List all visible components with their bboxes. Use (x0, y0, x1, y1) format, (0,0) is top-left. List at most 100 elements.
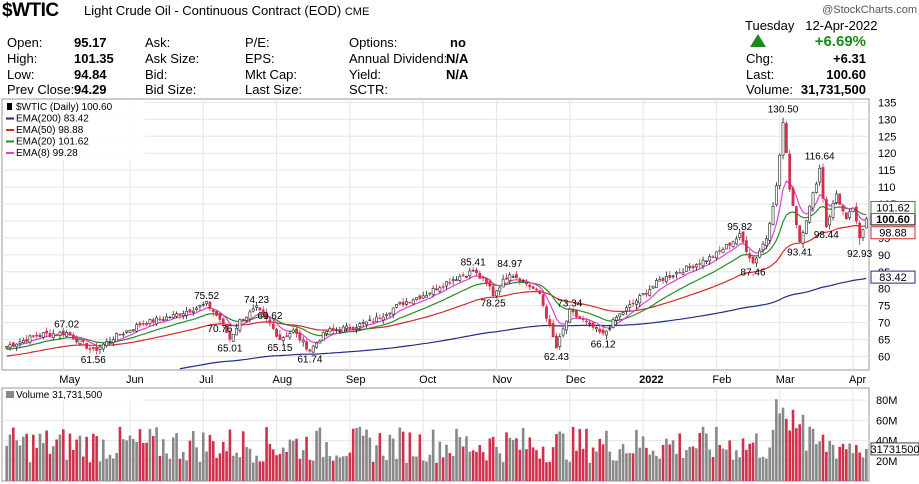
price-candle (655, 280, 658, 288)
volume-bar (145, 442, 148, 481)
price-candle (661, 277, 665, 281)
price-candle (814, 183, 818, 193)
volume-bar (8, 434, 12, 481)
volume-bar (5, 445, 8, 481)
volume-bar (198, 461, 202, 481)
volume-bar (838, 446, 841, 481)
price-candle (388, 312, 392, 315)
volume-bar (551, 447, 555, 481)
volume-bar (32, 434, 35, 481)
price-annotation: 61.56 (81, 355, 106, 366)
volume-bar (505, 432, 508, 481)
price-candle (411, 299, 415, 305)
price-candle (465, 276, 468, 278)
price-candle (441, 286, 445, 288)
price-candle (198, 305, 202, 308)
volume-bar (385, 460, 388, 481)
price-candle (181, 313, 185, 316)
price-candle (668, 275, 672, 278)
volume-bar (591, 447, 595, 481)
price-candle (824, 199, 828, 228)
price-badge-label: 98.88 (879, 228, 907, 240)
volume-bar (768, 447, 772, 481)
volume-bar (461, 446, 465, 481)
price-candle (225, 325, 228, 333)
volume-bar (858, 452, 861, 481)
volume-bar (15, 440, 18, 481)
price-candle (841, 205, 845, 212)
volume-bar (271, 449, 275, 481)
price-candle (208, 301, 212, 310)
volume-bar (78, 435, 82, 481)
volume-bar (558, 431, 562, 481)
price-tick-label: 65 (878, 335, 890, 347)
price-candle (215, 311, 218, 316)
volume-bar (225, 451, 228, 481)
price-candle (744, 240, 748, 252)
price-candle (831, 203, 835, 218)
volume-bar (521, 427, 525, 481)
eps-label: EPS: (245, 51, 275, 66)
volume-bar (751, 442, 755, 481)
price-candle (771, 206, 775, 225)
price-candle (618, 313, 622, 318)
volume-bar (48, 453, 52, 481)
volume-bar (195, 447, 198, 481)
price-candle (95, 346, 99, 351)
price-candle (398, 301, 402, 305)
price-candle (251, 308, 255, 312)
volume-bar (585, 428, 588, 481)
volume-bar (841, 443, 845, 481)
price-candle (91, 347, 95, 349)
volume-bar (35, 447, 38, 481)
volume-bar (758, 457, 762, 481)
volume-bar (698, 432, 702, 481)
volume-bar (248, 448, 252, 481)
volume-bar (168, 458, 172, 481)
volume-bar (518, 449, 522, 481)
price-candle (125, 330, 129, 333)
volume-badge (870, 442, 919, 456)
volume-bar (115, 452, 118, 481)
price-candle (548, 319, 552, 326)
mktcap-label: Mkt Cap: (245, 67, 298, 82)
volume-bar (148, 428, 152, 481)
price-candle (748, 253, 752, 259)
volume-bar (171, 437, 175, 481)
price-candle (615, 316, 618, 321)
volume-bar (485, 460, 488, 481)
price-candle (105, 340, 109, 347)
volume-bar (451, 455, 455, 481)
volume-bar (241, 431, 245, 481)
volume-bar (458, 437, 462, 481)
price-candle (565, 320, 568, 331)
volume-bar (155, 427, 158, 481)
volume-bar (675, 453, 678, 481)
price-candle (65, 332, 69, 337)
price-candle (381, 316, 385, 321)
volume-bar (395, 458, 398, 481)
volume-bar (405, 462, 408, 481)
price-candle (391, 307, 395, 315)
price-candle (108, 340, 112, 343)
volume-bar (748, 443, 752, 481)
volume-bar (235, 452, 238, 481)
volume-bar (711, 456, 715, 481)
price-candle (405, 301, 408, 305)
volume-bar (548, 461, 552, 481)
volume-bar (228, 429, 232, 481)
price-candle (271, 323, 275, 329)
volume-bar (288, 439, 292, 481)
price-candle (515, 274, 518, 279)
volume-bar (431, 429, 435, 481)
volume-bar (275, 455, 278, 481)
volume-bar (28, 462, 32, 481)
price-candle (821, 167, 825, 199)
asksize-label: Ask Size: (145, 51, 200, 66)
price-candle (358, 323, 362, 327)
price-annotation: 70.76 (207, 324, 232, 335)
volume-bar (705, 433, 708, 481)
price-candle (648, 289, 652, 296)
price-annotation: 92.93 (847, 249, 872, 260)
price-candle (681, 272, 685, 275)
